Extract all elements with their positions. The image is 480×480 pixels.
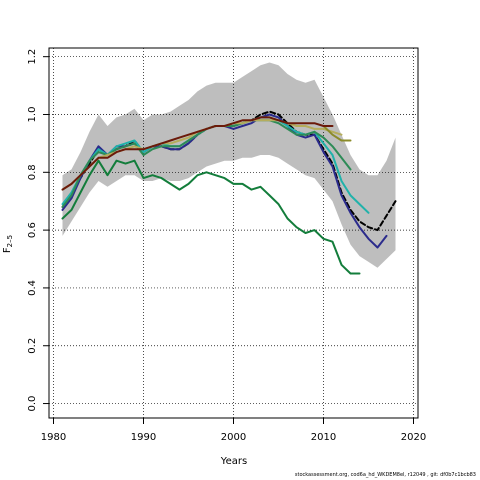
y-tick-label: 0.4 [27,280,38,296]
footer-note: stockassessment.org, cod6a_hd_WKDEM8el, … [294,472,476,478]
x-axis-title: Years [220,456,247,467]
x-tick-label: 1990 [131,432,156,443]
y-tick-label: 1.2 [27,49,38,65]
y-tick-label: 0.0 [27,396,38,412]
confidence-band [62,62,396,268]
series-line-8 [61,116,334,191]
y-axis-title: F2–5 [2,235,14,253]
y-tick-label: 0.8 [27,164,38,180]
x-tick-label: 2000 [221,432,246,443]
y-axis-title-subscript: 2–5 [6,235,14,247]
x-axis: 1980 1990 2000 2010 2020 [41,418,426,443]
x-tick-label: 2010 [311,432,336,443]
y-tick-label: 0.6 [27,222,38,238]
series-line-6 [322,125,352,142]
y-axis-title-main: F [2,247,13,253]
series-line-7 [61,159,361,275]
y-tick-label: 0.2 [27,338,38,354]
x-tick-label: 1980 [41,432,66,443]
y-tick-label: 1.0 [27,107,38,123]
x-tick-label: 2020 [401,432,426,443]
series-lines [61,110,397,275]
y-axis: 0.0 0.2 0.4 0.6 0.8 1.0 1.2 [27,49,49,412]
band-area [62,62,396,268]
